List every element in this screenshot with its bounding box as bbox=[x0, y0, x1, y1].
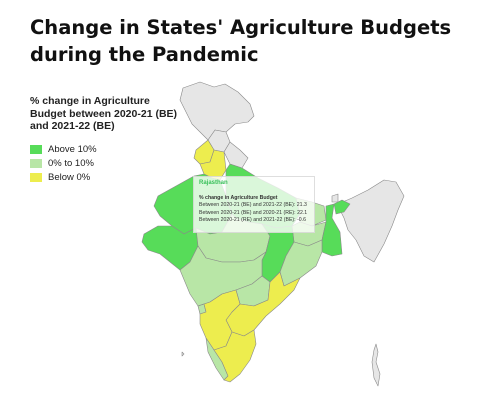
state-jammu-kashmir-ladakh[interactable] bbox=[179, 81, 255, 141]
legend-item-above-10[interactable]: Above 10% bbox=[30, 142, 97, 156]
state-tooltip: Rajasthan % change in Agriculture Budget… bbox=[193, 176, 315, 233]
legend-item-below-0[interactable]: Below 0% bbox=[30, 170, 97, 184]
legend-item-0-to-10[interactable]: 0% to 10% bbox=[30, 156, 97, 170]
legend-swatch-above-10 bbox=[30, 144, 42, 154]
tooltip-row-3-value: -0.6 bbox=[297, 217, 307, 223]
tooltip-row-2-label: Between 2020-21 (BE) and 2020-21 (RE): bbox=[199, 209, 296, 216]
state-assam[interactable] bbox=[333, 199, 351, 215]
legend-label-0-to-10: 0% to 10% bbox=[48, 157, 94, 169]
map-title: Change in States' Agriculture Budgets du… bbox=[30, 14, 460, 68]
tooltip-state-name: Rajasthan bbox=[199, 180, 228, 186]
legend: Above 10% 0% to 10% Below 0% bbox=[30, 142, 97, 184]
tooltip-heading: % change in Agriculture Budget bbox=[199, 194, 278, 201]
tooltip-row-3-label: Between 2020-21 (RE) and 2021-22 (BE): bbox=[199, 217, 296, 223]
legend-label-below-0: Below 0% bbox=[48, 171, 91, 183]
tooltip-row-1-value: 21.3 bbox=[296, 202, 307, 208]
tooltip-row-1: Between 2020-21 (BE) and 2021-22 (BE): 2… bbox=[199, 202, 309, 210]
title-line-2: during the Pandemic bbox=[30, 43, 259, 66]
state-tamil-nadu[interactable] bbox=[213, 329, 257, 383]
state-north-east[interactable] bbox=[337, 179, 405, 263]
andaman-islands bbox=[371, 343, 381, 387]
lakshadweep-islands bbox=[181, 351, 185, 357]
tooltip-row-2-value: 22.1 bbox=[297, 209, 308, 216]
legend-swatch-below-0 bbox=[30, 172, 42, 182]
state-sikkim[interactable] bbox=[331, 193, 339, 203]
tooltip-row-2: Between 2020-21 (BE) and 2020-21 (RE): 2… bbox=[199, 210, 309, 218]
tooltip-row-3: Between 2020-21 (RE) and 2021-22 (BE): -… bbox=[199, 217, 309, 225]
state-uttarakhand[interactable] bbox=[223, 141, 249, 169]
legend-title: % change in Agriculture Budget between 2… bbox=[30, 95, 178, 132]
legend-label-above-10: Above 10% bbox=[48, 143, 97, 155]
state-odisha[interactable] bbox=[279, 239, 323, 287]
state-west-bengal[interactable] bbox=[321, 203, 343, 257]
tooltip-row-1-label: Between 2020-21 (BE) and 2021-22 (BE): bbox=[199, 202, 296, 208]
legend-swatch-0-to-10 bbox=[30, 158, 42, 168]
title-line-1: Change in States' Agriculture Budgets bbox=[30, 16, 452, 39]
